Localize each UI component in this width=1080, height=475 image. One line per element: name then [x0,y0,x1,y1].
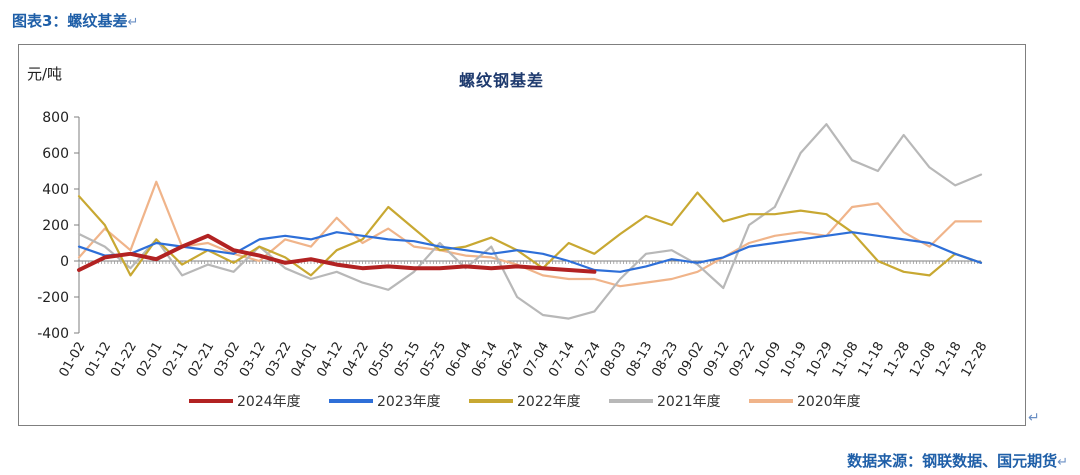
y-axis-label: 元/吨 [27,65,63,83]
series-line-2020年度 [77,180,983,288]
legend-label: 2023年度 [377,394,441,410]
legend-swatch [469,399,513,403]
legend-swatch [329,399,373,403]
legend-label: 2024年度 [237,394,301,410]
y-tick-label: 400 [42,182,69,198]
legend-item: 2022年度 [469,391,581,411]
legend-swatch [749,399,793,403]
figure-title-text: 图表3：螺纹基差 [12,12,128,30]
return-mark: ↵ [1028,410,1040,426]
legend-label: 2020年度 [797,394,861,410]
line-chart: -400-200020040060080001-0201-1201-2202-0… [37,110,991,380]
legend-item: 2020年度 [749,391,861,411]
y-tick-label: 800 [42,110,69,126]
y-tick-label: -200 [37,290,69,306]
source-text: 数据来源：钢联数据、国元期货 [847,452,1058,470]
figure-title: 图表3：螺纹基差↵ [12,10,138,31]
legend-swatch [609,399,653,403]
legend-label: 2022年度 [517,394,581,410]
y-tick-label: -400 [37,326,69,342]
return-mark: ↵ [1057,455,1068,470]
chart-title: 螺纹钢基差 [459,71,545,90]
y-tick-label: 0 [60,254,69,270]
series-line-2023年度 [77,231,983,273]
series-line-2021年度 [77,123,983,320]
return-mark: ↵ [127,15,139,30]
y-tick-label: 600 [42,146,69,162]
y-tick-label: 200 [42,218,69,234]
series-line-2022年度 [77,191,983,277]
chart-container: 元/吨 螺纹钢基差 -400 -200 0 200 400 600 800 01-02 01-1… [18,44,1026,426]
source-note: 数据来源：钢联数据、国元期货↵ [847,450,1068,471]
legend-item: 2021年度 [609,391,721,411]
legend-item: 2023年度 [329,391,441,411]
x-tick-label: 12-28 [959,340,991,380]
series-line-2024年度 [77,233,597,274]
legend-label: 2021年度 [657,394,721,410]
legend-swatch [189,399,233,403]
legend-item: 2024年度 [189,391,301,411]
chart-legend: 2024年度 2023年度 2022年度 2021年度 2020年度 [189,391,909,413]
